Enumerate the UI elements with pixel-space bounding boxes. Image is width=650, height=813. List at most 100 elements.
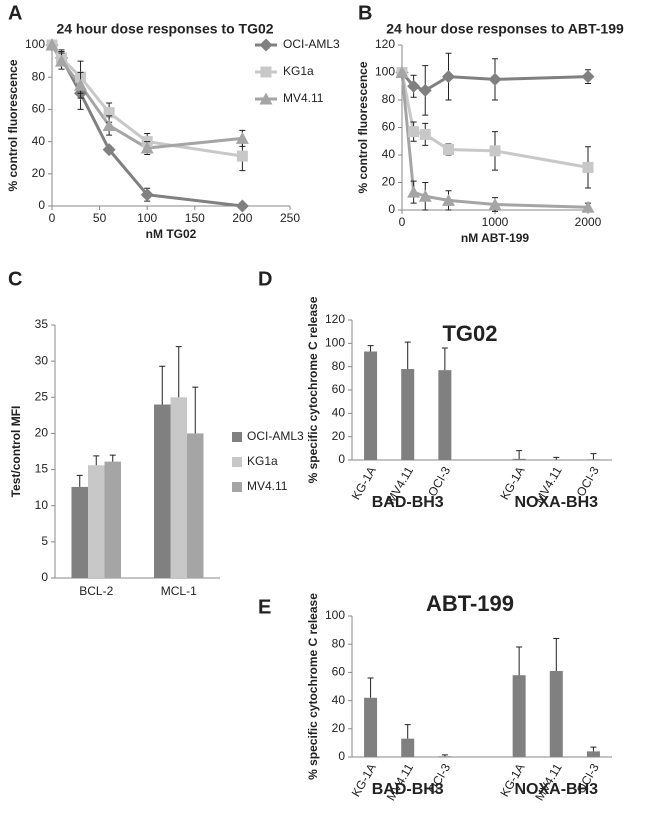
y-tick-label: 100: [25, 37, 45, 51]
marker: [582, 161, 594, 173]
y-tick-label: 80: [332, 636, 346, 650]
marker: [103, 107, 115, 119]
series-line: [400, 72, 589, 209]
y-tick-label: 20: [32, 166, 46, 180]
panel-letter: A: [8, 2, 22, 24]
y-axis-label: Test/control MFI: [9, 406, 23, 498]
y-tick-label: 40: [32, 134, 46, 148]
error-bar: [404, 341, 411, 369]
y-tick-label: 60: [382, 120, 396, 134]
y-tick-label: 20: [35, 426, 49, 440]
bar: [364, 351, 378, 460]
y-axis-label: % specific cytochrome C release: [306, 296, 320, 483]
legend-swatch: [232, 432, 242, 442]
error-bar: [441, 347, 448, 371]
y-axis-label: % control fluorescence: [356, 61, 370, 193]
error-bar: [404, 724, 411, 739]
error-bar: [516, 646, 523, 676]
marker: [140, 141, 154, 154]
error-bar: [93, 455, 100, 466]
x-tick-label: MCL-1: [161, 584, 197, 598]
group-label: NOXA-BH3: [515, 781, 599, 798]
y-tick-label: 40: [332, 693, 346, 707]
y-tick-label: 20: [332, 721, 346, 735]
marker: [45, 38, 59, 51]
legend-label: OCI-AML3: [247, 429, 304, 443]
y-tick-label: 0: [338, 749, 345, 763]
x-tick-label: BCL-2: [79, 584, 113, 598]
error-bar: [553, 456, 560, 460]
marker: [408, 126, 420, 138]
bar: [512, 675, 526, 757]
error-bar: [367, 677, 374, 698]
y-tick-label: 60: [332, 382, 346, 396]
y-tick-label: 40: [332, 406, 346, 420]
y-tick-label: 60: [32, 102, 46, 116]
marker: [395, 66, 409, 78]
x-tick-label: 0: [49, 211, 56, 225]
marker: [489, 145, 501, 157]
x-tick-label: 150: [185, 211, 205, 225]
marker: [488, 72, 502, 86]
marker: [488, 198, 502, 210]
y-tick-label: 15: [35, 462, 49, 476]
panel-letter: C: [8, 268, 22, 290]
bar: [438, 370, 452, 460]
x-axis-label: nM ABT-199: [461, 231, 530, 245]
bar: [154, 404, 171, 578]
error-bar: [159, 365, 166, 405]
y-tick-label: 30: [35, 353, 49, 367]
y-tick-label: 0: [338, 452, 345, 466]
error-bar: [109, 454, 116, 462]
marker: [235, 199, 249, 213]
bar: [549, 670, 563, 757]
y-tick-label: 100: [325, 336, 345, 350]
y-tick-label: 80: [332, 359, 346, 373]
group-label: BAD-BH3: [372, 494, 444, 511]
error-bar: [441, 754, 448, 757]
group-label: BAD-BH3: [372, 781, 444, 798]
bar: [170, 397, 187, 578]
y-tick-label: 20: [332, 429, 346, 443]
y-tick-label: 35: [35, 317, 49, 331]
y-tick-label: 0: [388, 202, 395, 216]
bar: [512, 458, 526, 460]
marker: [102, 119, 116, 131]
y-tick-label: 0: [41, 570, 48, 584]
error-bar: [367, 345, 374, 352]
x-tick-label: 200: [232, 211, 252, 225]
marker: [442, 193, 455, 206]
chart-title: ABT-199: [426, 591, 514, 616]
legend-label: KG1a: [283, 64, 314, 78]
error-bar: [590, 746, 597, 752]
legend-label: OCI-AML3: [283, 37, 340, 51]
y-tick-label: 10: [35, 498, 49, 512]
bar: [438, 756, 452, 757]
error-bar: [590, 453, 597, 460]
y-tick-label: 0: [38, 198, 45, 212]
chart-title: 24 hour dose responses to TG02: [56, 21, 273, 37]
legend-marker: [259, 38, 273, 52]
marker: [102, 143, 116, 157]
x-tick-label: 2000: [575, 215, 602, 229]
bar: [401, 738, 415, 757]
y-tick-label: 120: [325, 312, 345, 326]
marker: [581, 200, 595, 213]
marker: [55, 54, 69, 67]
panel-letter: E: [258, 596, 271, 618]
legend-swatch: [232, 457, 242, 467]
bar: [586, 459, 600, 460]
y-tick-label: 20: [382, 175, 396, 189]
y-tick-label: 5: [41, 534, 48, 548]
legend-marker: [260, 66, 272, 78]
panel-letter: B: [358, 2, 372, 24]
chart-title: TG02: [442, 321, 497, 346]
bar: [364, 697, 378, 757]
legend-swatch: [232, 482, 242, 492]
y-axis-label: % specific cytochrome C release: [306, 593, 320, 780]
legend-label: MV4.11: [283, 91, 324, 105]
error-bar: [516, 450, 523, 459]
y-tick-label: 25: [35, 389, 49, 403]
marker: [442, 70, 455, 84]
legend-label: KG1a: [247, 454, 278, 468]
